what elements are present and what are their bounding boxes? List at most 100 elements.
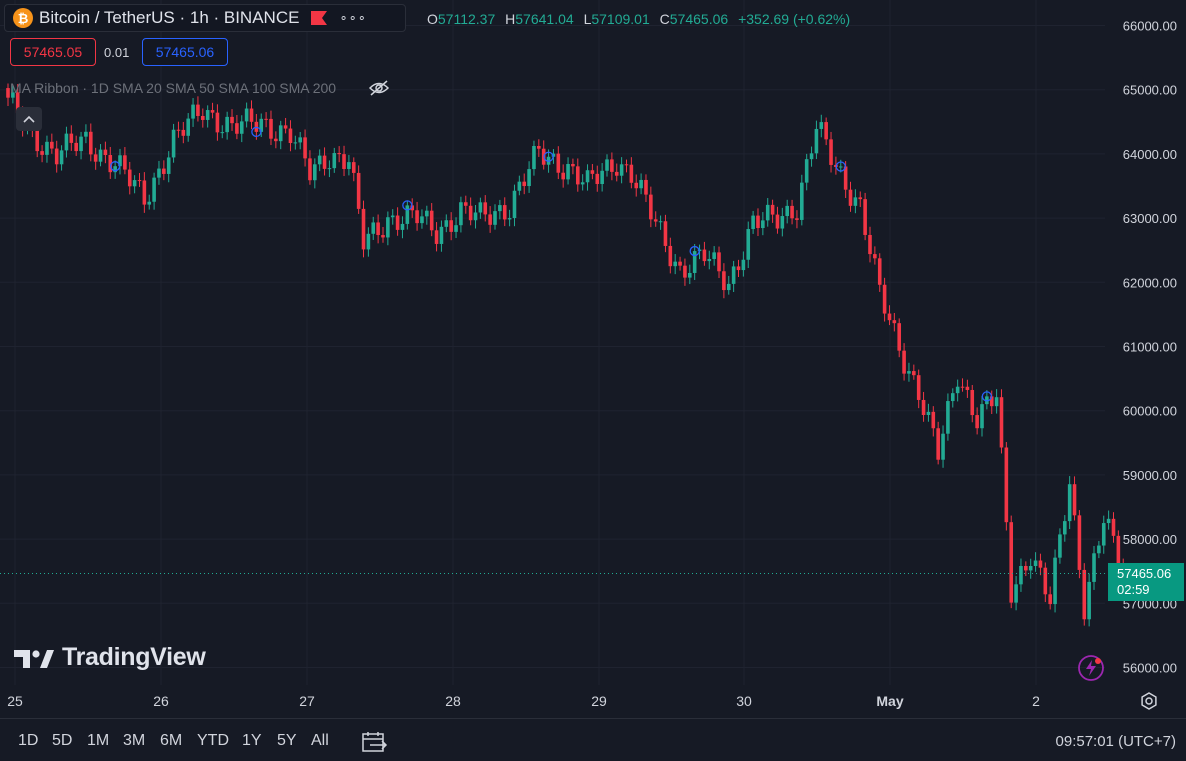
candle-body [785, 205, 789, 217]
calendar-goto-icon[interactable] [362, 731, 388, 753]
candle-body [873, 254, 877, 259]
candle-body [420, 216, 424, 224]
candle-body [916, 375, 921, 400]
candle-body [761, 220, 765, 229]
buy-button[interactable]: 57465.06 [142, 38, 228, 66]
flag-icon[interactable] [311, 11, 328, 25]
chart-canvas[interactable]: 25 26 27 28 29 30 May 2 56000.0057000.0058000.0… [0, 0, 1186, 718]
candle-body [595, 173, 600, 185]
candle-body [795, 218, 799, 220]
candle-body [1087, 581, 1091, 620]
candle-body [459, 202, 463, 226]
candle-body [400, 223, 405, 230]
candle-body [965, 386, 970, 390]
candle-body [35, 128, 40, 152]
candle-body [702, 249, 707, 262]
range-5y-button[interactable]: 5Y [277, 732, 297, 749]
candle-body [921, 399, 926, 416]
candle-body [1053, 557, 1057, 605]
range-all-button[interactable]: All [311, 732, 329, 749]
candle-body [819, 122, 824, 129]
y-tick-label: 62000.00 [1123, 275, 1177, 290]
event-marker [402, 200, 413, 211]
range-ytd-button[interactable]: YTD [197, 732, 229, 749]
candle-body [88, 131, 93, 155]
event-marker [251, 126, 262, 138]
gear-icon[interactable] [1139, 691, 1159, 711]
candle-body [590, 170, 595, 174]
candle-body [1072, 484, 1077, 516]
candle-body [84, 131, 88, 137]
candle-body [502, 205, 507, 220]
candle-body [1048, 594, 1052, 605]
candle-body [653, 219, 658, 222]
range-1y-button[interactable]: 1Y [242, 732, 262, 749]
candle-body [371, 222, 376, 234]
candle-body [892, 320, 897, 324]
chevron-up-icon [23, 115, 35, 123]
time-axis[interactable]: 25 26 27 28 29 30 May 2 [7, 693, 1040, 709]
eye-crossed-icon[interactable] [368, 79, 390, 97]
low-label: L [583, 11, 592, 27]
candle-body [712, 252, 716, 259]
more-icon[interactable]: ∘∘∘ [339, 10, 367, 25]
candle-body [1058, 534, 1062, 558]
event-marker [689, 245, 700, 257]
event-marker [543, 151, 554, 162]
candle-body [722, 271, 726, 291]
sell-button[interactable]: 57465.05 [10, 38, 96, 66]
candle-body [118, 155, 122, 167]
candle-body [1038, 560, 1043, 568]
collapse-legend-button[interactable] [16, 107, 42, 131]
candle-body [790, 205, 794, 219]
candle-body [1111, 518, 1116, 536]
candle-body [902, 350, 906, 374]
candle-body [746, 229, 751, 260]
symbol-info[interactable]: ₿ Bitcoin / TetherUS · 1h · BINANCE ∘∘∘ [4, 4, 406, 32]
candle-body [239, 121, 244, 134]
candle-body [127, 169, 132, 187]
candle-body [249, 108, 254, 122]
candle-body [936, 428, 940, 460]
candle-body [975, 415, 979, 429]
candle-body [571, 163, 575, 167]
candle-body [473, 212, 478, 221]
candle-body [688, 272, 692, 278]
x-tick-label: 27 [299, 693, 315, 709]
candle-body [1067, 484, 1072, 522]
candle-body [600, 170, 604, 185]
lightning-icon[interactable] [1077, 654, 1105, 682]
candle-body [108, 155, 113, 173]
candle-body [950, 393, 955, 402]
candle-body [673, 261, 677, 267]
clock-timezone[interactable]: 09:57:01 (UTC+7) [1055, 733, 1176, 750]
candle-body [15, 92, 20, 114]
range-3m-button[interactable]: 3M [123, 732, 146, 749]
candle-body [434, 230, 439, 244]
candle-body [960, 386, 965, 388]
candle-body [142, 180, 147, 205]
candle-body [580, 182, 585, 185]
range-6m-button[interactable]: 6M [160, 732, 183, 749]
indicator-legend[interactable]: MA Ribbon · 1D SMA 20 SMA 50 SMA 100 SMA… [10, 80, 337, 96]
candle-body [69, 133, 74, 143]
candle-body [317, 155, 322, 165]
x-tick-label: 28 [445, 693, 461, 709]
candle-body [449, 220, 453, 232]
candle-body [463, 202, 468, 206]
bottom-toolbar: 1D 5D 1M 3M 6M YTD 1Y 5Y All 09:57:01 (U… [0, 718, 1186, 761]
tradingview-logo[interactable]: TradingView [14, 643, 206, 672]
candle-body [303, 137, 307, 159]
candle-body [556, 153, 561, 173]
candle-body [415, 210, 419, 224]
range-5d-button[interactable]: 5D [52, 732, 73, 749]
range-1m-button[interactable]: 1M [87, 732, 110, 749]
candle-body [1024, 565, 1028, 571]
candle-body [405, 205, 410, 224]
range-1d-button[interactable]: 1D [18, 732, 39, 749]
candle-body [663, 221, 668, 246]
candle-body [912, 371, 916, 376]
candle-body [868, 234, 872, 255]
x-tick-label: 29 [591, 693, 607, 709]
candle-body [897, 323, 902, 351]
